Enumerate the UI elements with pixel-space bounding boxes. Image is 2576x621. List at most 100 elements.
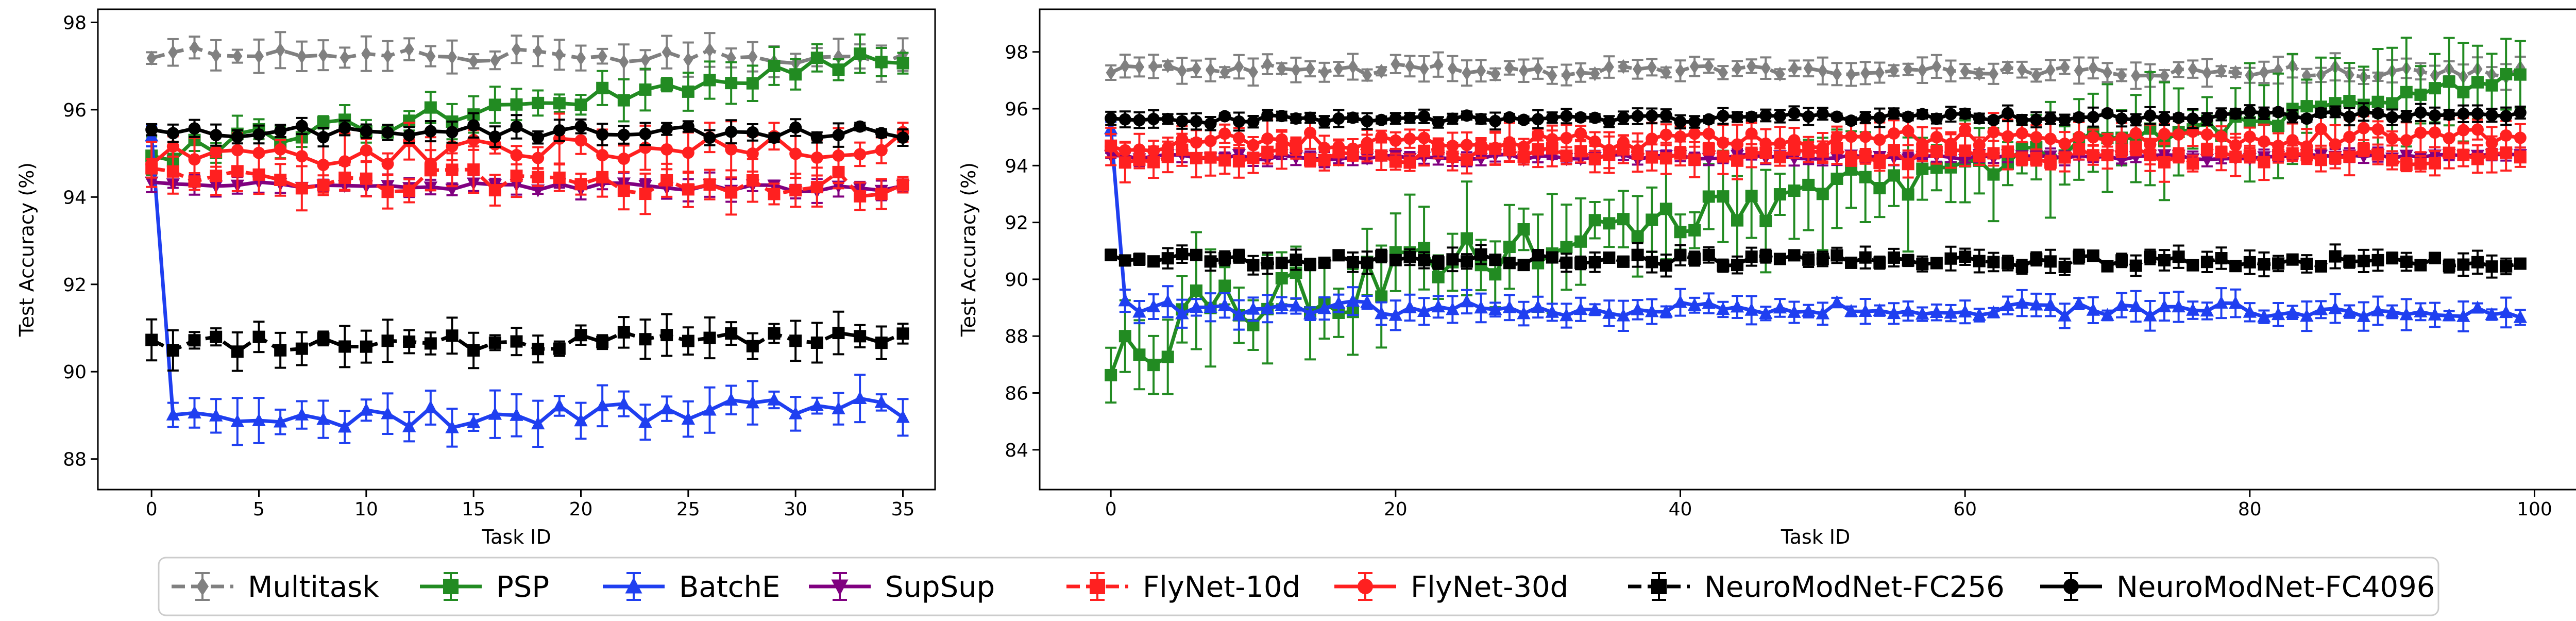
x-tick-label: 25 (676, 499, 700, 520)
data-point-multitask (1134, 59, 1145, 75)
data-point-multitask (2131, 68, 2141, 83)
data-point-neuromodnet-fc4096 (1503, 111, 1516, 124)
data-point-neuromodnet-fc4096 (360, 125, 372, 138)
data-point-psp (1105, 368, 1117, 381)
data-point-flynet-30d (1930, 131, 1943, 144)
data-point-multitask (1391, 56, 1401, 72)
data-point-flynet-30d (2158, 128, 2171, 141)
data-point-neuromodnet-fc256 (2443, 260, 2455, 273)
data-point-flynet-30d (1745, 127, 1758, 140)
y-tick-label: 94 (1005, 156, 1028, 177)
data-point-flynet-30d (295, 150, 308, 163)
data-point-neuromodnet-fc256 (1318, 256, 1331, 269)
data-point-multitask (1988, 66, 1999, 81)
data-point-neuromodnet-fc256 (1133, 253, 1146, 266)
data-point-batche (1873, 303, 1887, 316)
data-point-multitask (662, 44, 672, 60)
data-point-batche (810, 398, 824, 411)
data-point-psp (2443, 75, 2455, 88)
data-point-neuromodnet-fc4096 (1389, 112, 1402, 125)
data-point-flynet-10d (854, 190, 867, 203)
data-point-flynet-30d (1418, 131, 1431, 144)
data-point-flynet-30d (252, 146, 265, 159)
data-point-flynet-10d (2386, 154, 2399, 167)
data-point-multitask (2074, 63, 2084, 78)
data-point-neuromodnet-fc4096 (1631, 110, 1644, 123)
data-point-flynet-30d (2073, 130, 2086, 143)
data-point-batche (1958, 304, 1972, 318)
data-point-flynet-30d (1275, 133, 1288, 146)
data-point-multitask (1931, 59, 1942, 74)
data-point-neuromodnet-fc256 (1361, 256, 1374, 269)
data-point-batche (337, 419, 352, 433)
data-point-neuromodnet-fc256 (210, 330, 223, 343)
data-point-neuromodnet-fc4096 (2258, 107, 2270, 120)
data-point-multitask (1775, 66, 1785, 82)
data-point-multitask (1248, 64, 1259, 80)
data-point-multitask (1234, 59, 1244, 74)
data-point-batche (2428, 307, 2442, 321)
data-point-flynet-10d (1745, 146, 1758, 159)
data-point-multitask (1689, 59, 1700, 74)
plot-frame (1039, 8, 2576, 491)
data-point-psp (1831, 172, 1843, 185)
data-point-flynet-30d (2485, 137, 2498, 149)
data-point-flynet-30d (532, 152, 545, 164)
data-point-psp (1987, 168, 2000, 181)
data-point-neuromodnet-fc256 (832, 327, 845, 340)
data-point-batche (166, 407, 180, 421)
data-point-flynet-30d (1332, 140, 1345, 153)
data-point-multitask (1846, 67, 1856, 82)
data-point-neuromodnet-fc4096 (1375, 113, 1388, 126)
data-point-batche (703, 402, 717, 416)
data-point-multitask (1291, 62, 1301, 78)
data-point-multitask (1960, 63, 1970, 79)
data-point-neuromodnet-fc256 (725, 327, 738, 340)
data-point-flynet-30d (2357, 122, 2370, 135)
data-point-neuromodnet-fc256 (1631, 248, 1644, 261)
data-point-multitask (253, 48, 264, 64)
data-point-flynet-30d (2400, 134, 2413, 147)
data-point-batche (1759, 306, 1773, 320)
data-point-psp (875, 56, 888, 69)
data-point-psp (1560, 241, 1573, 254)
data-point-flynet-10d (2158, 156, 2171, 169)
legend-label: NeuroModNet-FC256 (1704, 570, 2005, 604)
data-point-neuromodnet-fc4096 (1517, 113, 1530, 126)
data-point-neuromodnet-fc4096 (875, 127, 888, 140)
data-point-multitask (1945, 63, 1956, 79)
data-point-batche (1744, 303, 1758, 316)
data-point-batche (1446, 302, 1460, 315)
data-point-batche (1161, 294, 1175, 308)
data-point-batche (1417, 304, 1431, 317)
data-point-batche (1517, 306, 1531, 320)
data-point-neuromodnet-fc256 (574, 329, 587, 342)
data-point-neuromodnet-fc256 (2329, 250, 2342, 263)
data-point-psp (2371, 95, 2384, 108)
data-point-neuromodnet-fc256 (145, 333, 158, 346)
x-tick-label: 0 (146, 499, 158, 520)
data-point-flynet-10d (703, 178, 716, 191)
data-point-batche (1916, 307, 1929, 320)
data-point-multitask (2045, 62, 2056, 78)
data-point-batche (2456, 309, 2470, 322)
data-point-neuromodnet-fc256 (188, 334, 201, 347)
data-point-neuromodnet-fc4096 (2030, 113, 2043, 126)
legend-marker-icon (1358, 579, 1373, 594)
legend-marker-icon (1090, 579, 1105, 594)
data-point-flynet-10d (896, 178, 909, 191)
data-point-flynet-30d (1204, 135, 1217, 147)
data-point-flynet-30d (1845, 130, 1858, 143)
data-point-batche (595, 398, 609, 412)
data-point-psp (768, 59, 781, 72)
data-point-batche (832, 401, 845, 415)
data-point-neuromodnet-fc256 (1190, 248, 1202, 261)
data-point-flynet-30d (1973, 139, 1986, 152)
data-point-neuromodnet-fc256 (252, 330, 265, 343)
data-point-psp (596, 81, 609, 94)
data-point-psp (1788, 184, 1801, 197)
series-line-batche (1109, 128, 2521, 320)
data-point-neuromodnet-fc4096 (381, 126, 394, 139)
data-point-flynet-10d (446, 163, 459, 176)
data-point-flynet-30d (596, 149, 609, 162)
